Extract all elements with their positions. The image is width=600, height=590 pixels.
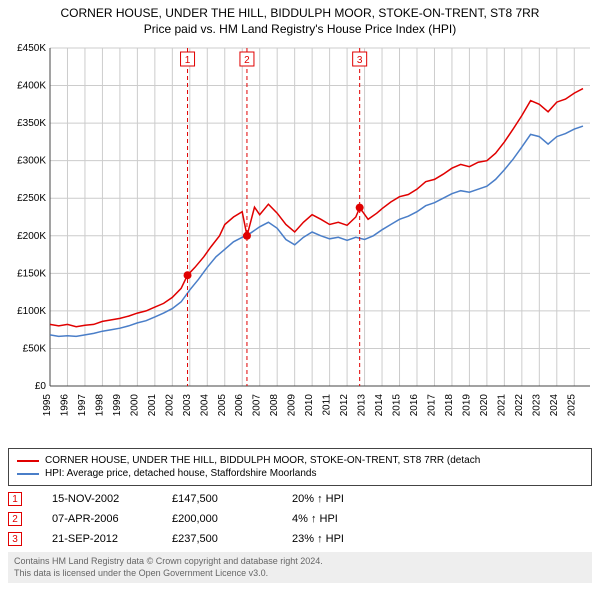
chart-subtitle: Price paid vs. HM Land Registry's House … [4, 22, 596, 36]
svg-text:1996: 1996 [59, 394, 70, 417]
svg-text:2025: 2025 [566, 394, 577, 417]
attribution-footer: Contains HM Land Registry data © Crown c… [8, 552, 592, 583]
svg-text:2015: 2015 [392, 394, 403, 417]
footer-line1: Contains HM Land Registry data © Crown c… [14, 556, 586, 568]
legend-item: HPI: Average price, detached house, Staf… [17, 468, 583, 479]
svg-text:£50K: £50K [23, 343, 47, 354]
sale-date: 07-APR-2006 [52, 513, 142, 525]
svg-text:2018: 2018 [444, 394, 455, 417]
legend: CORNER HOUSE, UNDER THE HILL, BIDDULPH M… [8, 448, 592, 486]
sale-marker-icon: 2 [8, 512, 22, 526]
svg-text:2013: 2013 [357, 394, 368, 417]
sale-date: 21-SEP-2012 [52, 533, 142, 545]
legend-label: HPI: Average price, detached house, Staf… [45, 468, 316, 479]
sale-row: 3 21-SEP-2012 £237,500 23% ↑ HPI [8, 532, 592, 546]
svg-text:£0: £0 [35, 381, 47, 392]
svg-text:2019: 2019 [461, 394, 472, 417]
sale-row: 2 07-APR-2006 £200,000 4% ↑ HPI [8, 512, 592, 526]
svg-text:1995: 1995 [42, 394, 53, 417]
sale-marker-icon: 3 [8, 532, 22, 546]
svg-text:£200K: £200K [17, 231, 46, 242]
svg-text:2009: 2009 [287, 394, 298, 417]
svg-text:2001: 2001 [147, 394, 158, 417]
svg-text:2003: 2003 [182, 394, 193, 417]
svg-text:2007: 2007 [252, 394, 263, 417]
legend-item: CORNER HOUSE, UNDER THE HILL, BIDDULPH M… [17, 455, 583, 466]
price-chart: £0 £50K £100K £150K £200K £250K £300K £350K £400… [4, 42, 596, 442]
svg-text:2006: 2006 [234, 394, 245, 417]
svg-text:2020: 2020 [479, 394, 490, 417]
svg-text:2017: 2017 [426, 394, 437, 417]
svg-text:2008: 2008 [269, 394, 280, 417]
sale-pct: 4% ↑ HPI [292, 513, 382, 525]
sale-date: 15-NOV-2002 [52, 493, 142, 505]
svg-text:1998: 1998 [94, 394, 105, 417]
svg-text:£450K: £450K [17, 43, 46, 54]
svg-text:£150K: £150K [17, 268, 46, 279]
sale-row: 1 15-NOV-2002 £147,500 20% ↑ HPI [8, 492, 592, 506]
svg-text:1999: 1999 [112, 394, 123, 417]
sale-price: £147,500 [172, 493, 262, 505]
svg-text:2012: 2012 [339, 394, 350, 417]
sale-marker-icon: 1 [8, 492, 22, 506]
svg-text:2000: 2000 [129, 394, 140, 417]
svg-text:2002: 2002 [164, 394, 175, 417]
legend-label: CORNER HOUSE, UNDER THE HILL, BIDDULPH M… [45, 455, 480, 466]
svg-text:£250K: £250K [17, 193, 46, 204]
svg-text:2016: 2016 [409, 394, 420, 417]
legend-swatch [17, 473, 39, 475]
svg-text:3: 3 [357, 55, 363, 66]
svg-text:1: 1 [185, 55, 191, 66]
sale-pct: 23% ↑ HPI [292, 533, 382, 545]
svg-text:2011: 2011 [322, 394, 333, 416]
svg-text:2010: 2010 [304, 394, 315, 417]
svg-text:2: 2 [244, 55, 250, 66]
svg-text:1997: 1997 [77, 394, 88, 417]
sale-price: £200,000 [172, 513, 262, 525]
svg-text:2021: 2021 [496, 394, 507, 417]
sale-price: £237,500 [172, 533, 262, 545]
svg-text:£350K: £350K [17, 118, 46, 129]
footer-line2: This data is licensed under the Open Gov… [14, 568, 586, 580]
sales-table: 1 15-NOV-2002 £147,500 20% ↑ HPI 2 07-APR-200… [8, 492, 592, 546]
svg-text:£100K: £100K [17, 306, 46, 317]
legend-swatch [17, 460, 39, 462]
chart-title: CORNER HOUSE, UNDER THE HILL, BIDDULPH M… [4, 6, 596, 20]
svg-text:2023: 2023 [531, 394, 542, 417]
svg-text:£400K: £400K [17, 81, 46, 92]
svg-text:2024: 2024 [549, 394, 560, 417]
chart-container: £0 £50K £100K £150K £200K £250K £300K £350K £400… [4, 42, 596, 442]
svg-text:2022: 2022 [514, 394, 525, 417]
svg-text:2005: 2005 [217, 394, 228, 417]
svg-text:2014: 2014 [374, 394, 385, 417]
svg-text:2004: 2004 [199, 394, 210, 417]
svg-text:£300K: £300K [17, 156, 46, 167]
sale-pct: 20% ↑ HPI [292, 493, 382, 505]
